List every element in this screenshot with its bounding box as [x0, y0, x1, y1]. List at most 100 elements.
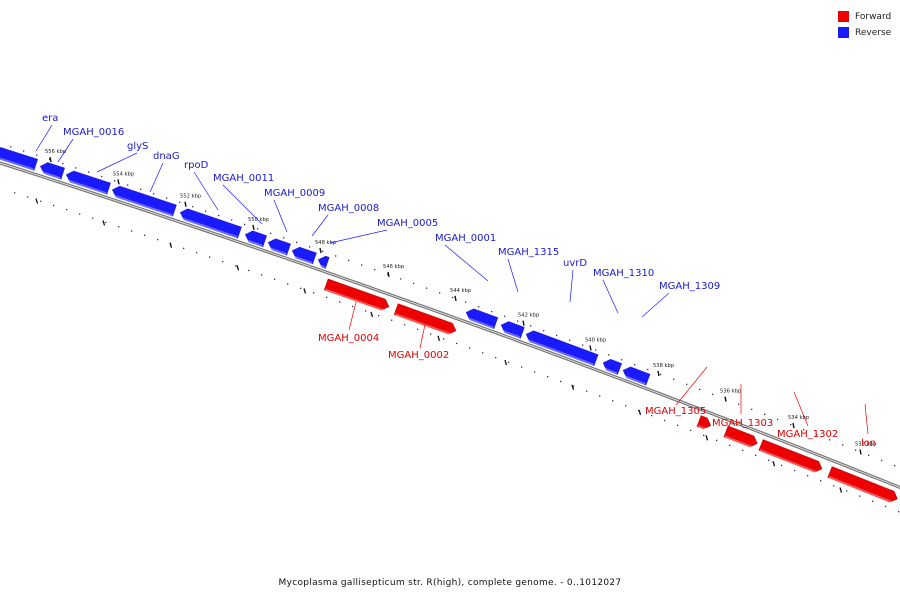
major-tick: [571, 384, 575, 390]
gene-era-0: [0, 146, 39, 171]
tick-dot: [898, 511, 900, 513]
gene-label-mgah-1303: MGAH_1303: [712, 418, 773, 429]
tick-dot: [131, 230, 133, 232]
legend-swatch-forward: [838, 11, 849, 22]
tick-dot: [556, 334, 558, 337]
tick-dot: [49, 158, 51, 161]
tick-dot: [712, 393, 714, 395]
legend-label-forward: Forward: [855, 11, 892, 22]
tick-dot: [235, 265, 237, 267]
gene-label-lon: lon: [861, 438, 876, 449]
tick-dot: [517, 320, 519, 322]
gene-label-mgah-0002: MGAH_0002: [388, 350, 449, 361]
tick-dot: [469, 347, 471, 349]
tick-dot: [417, 328, 419, 331]
scale-ticks: 556 kbp 554 kbp 552 kbp 550 kbp 548 kbp 546 k…: [45, 149, 877, 455]
tick-dot: [352, 305, 354, 308]
major-tick: [705, 435, 709, 441]
tick-dot: [309, 246, 311, 248]
gene-dnag-3: [110, 185, 177, 217]
scale-tick-label: 550 kbp: [248, 217, 270, 223]
gene-mgah-0008-7: [290, 246, 318, 265]
gene-label-mgah-0008: MGAH_0008: [318, 203, 379, 214]
major-tick: [437, 335, 441, 341]
tick-dot: [127, 184, 129, 186]
leader-line: [507, 258, 519, 293]
tick-dot: [651, 414, 653, 417]
leader-line: [35, 124, 53, 152]
gene-mgah-0002: [393, 303, 457, 337]
tick-dot: [183, 247, 185, 249]
tick-dot: [62, 163, 64, 165]
leader-line: [444, 244, 489, 282]
tick-dot: [478, 306, 480, 308]
tick-dot: [287, 283, 289, 285]
tick-dot: [859, 495, 861, 497]
leader-line: [675, 366, 708, 406]
tick-dot: [625, 405, 627, 407]
gene-label-mgah-1302: MGAH_1302: [777, 429, 838, 440]
tick-dot: [764, 413, 766, 415]
tick-dot: [179, 201, 181, 203]
gene-mgah-1303: [723, 425, 758, 450]
tick-dot: [647, 368, 649, 371]
tick-dot: [846, 490, 848, 492]
tick-dot: [872, 500, 874, 502]
tick-dot: [599, 395, 601, 397]
tick-dot: [36, 154, 38, 156]
tick-dot: [153, 193, 155, 195]
gene-rpod-4: [178, 208, 243, 239]
tick-dot: [326, 296, 328, 298]
tick-dot: [868, 454, 870, 456]
tick-dot: [729, 444, 731, 446]
tick-dot: [270, 232, 272, 234]
major-tick: [638, 409, 642, 416]
gene-features: [0, 146, 898, 505]
tick-dot: [855, 449, 857, 451]
tick-dot: [244, 223, 246, 226]
tick-dot: [391, 319, 393, 321]
tick-dot: [608, 354, 610, 356]
tick-dot: [807, 475, 809, 477]
tick-dot: [114, 180, 116, 182]
tick-dot: [257, 228, 259, 230]
scale-tick-mark: [522, 320, 525, 326]
scale-tick-label: 540 kbp: [585, 337, 607, 343]
tick-dot: [205, 210, 207, 212]
tick-dot: [374, 269, 376, 271]
gene-mgah-1305: [696, 415, 712, 432]
tick-dot: [166, 197, 168, 199]
legend: Forward Reverse: [838, 9, 891, 41]
tick-dot: [508, 361, 510, 363]
gene-label-mgah-1315: MGAH_1315: [498, 247, 559, 258]
gene-label-era: era: [42, 113, 58, 124]
tick-dot: [339, 301, 341, 303]
tick-dot: [690, 429, 692, 431]
tick-dot: [361, 264, 363, 266]
leader-line: [149, 162, 164, 193]
tick-dot: [443, 338, 445, 340]
tick-dot: [768, 459, 770, 461]
tick-dot: [88, 171, 90, 173]
tick-dot: [456, 342, 458, 345]
gene-mgah-1309-13: [621, 366, 651, 386]
tick-dot: [751, 408, 753, 410]
scale-tick-label: 554 kbp: [113, 171, 135, 177]
tick-dot: [231, 219, 233, 221]
scale-tick-label: 552 kbp: [180, 194, 202, 200]
tick-dot: [144, 234, 146, 236]
scale-tick-label: 538 kbp: [653, 363, 675, 369]
gene-label-mgah-0016: MGAH_0016: [63, 127, 124, 138]
leader-line: [311, 214, 329, 237]
tick-dot: [881, 459, 883, 462]
tick-dot: [816, 434, 818, 436]
scale-tick-mark: [792, 422, 795, 429]
tick-dot: [699, 388, 701, 390]
major-tick: [236, 265, 240, 271]
tick-dot: [842, 444, 844, 446]
tick-dot: [118, 226, 120, 228]
scale-tick-label: 548 kbp: [315, 240, 337, 246]
leader-line: [222, 184, 263, 225]
gene-mgah-1315-10: [499, 321, 525, 339]
